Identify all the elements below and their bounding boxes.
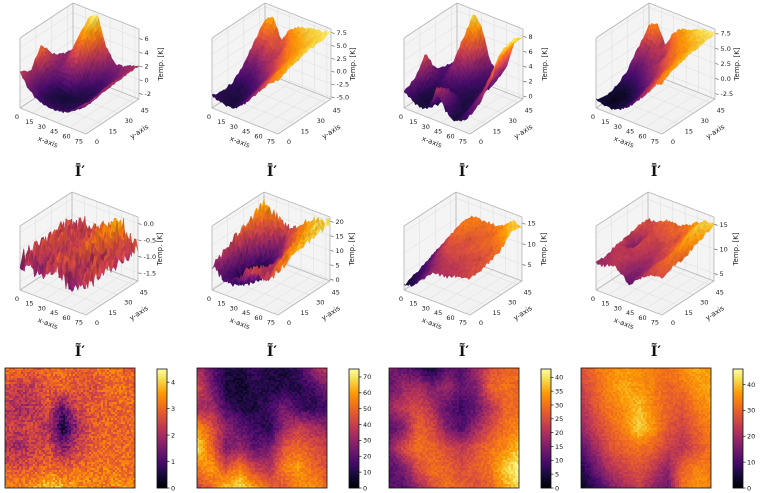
surface-plot-r1c2 [192,0,384,164]
panel-r2c1: Ĩ′ [0,188,192,366]
heatmap-r3c2 [192,366,384,493]
surface-plot-r2c4 [576,188,768,344]
panel-caption: Ī′ [458,164,470,180]
panel-caption: Ī′ [650,164,662,180]
surface-plot-r2c1 [0,188,192,344]
surface-plot-r2c2 [192,188,384,344]
heatmap-r3c1 [0,366,192,493]
surface-plot-r1c4 [576,0,768,164]
surface-plot-r1c1 [0,0,192,164]
heatmap-r3c4 [576,366,768,493]
panel-r1c2: Ī′ [192,0,384,188]
figure-row-1: Ī′ Ī′ Ī′ Ī′ [0,0,768,188]
panel-caption: Ĩ′ [458,344,470,360]
panel-r3c4 [576,366,768,493]
panel-r2c2: Ĩ′ [192,188,384,366]
panel-r1c3: Ī′ [384,0,576,188]
panel-r1c1: Ī′ [0,0,192,188]
panel-caption: Ĩ′ [74,344,86,360]
panel-r2c3: Ĩ′ [384,188,576,366]
panel-r3c2 [192,366,384,493]
surface-plot-r2c3 [384,188,576,344]
panel-caption: Ĩ′ [266,344,278,360]
panel-r2c4: Ĩ′ [576,188,768,366]
figure-row-2: Ĩ′ Ĩ′ Ĩ′ Ĩ′ [0,188,768,366]
panel-r3c3 [384,366,576,493]
surface-plot-r1c3 [384,0,576,164]
panel-caption: Ĩ′ [650,344,662,360]
panel-r3c1 [0,366,192,493]
panel-caption: Ī′ [266,164,278,180]
figure-row-3 [0,366,768,493]
panel-caption: Ī′ [74,164,86,180]
panel-r1c4: Ī′ [576,0,768,188]
heatmap-r3c3 [384,366,576,493]
